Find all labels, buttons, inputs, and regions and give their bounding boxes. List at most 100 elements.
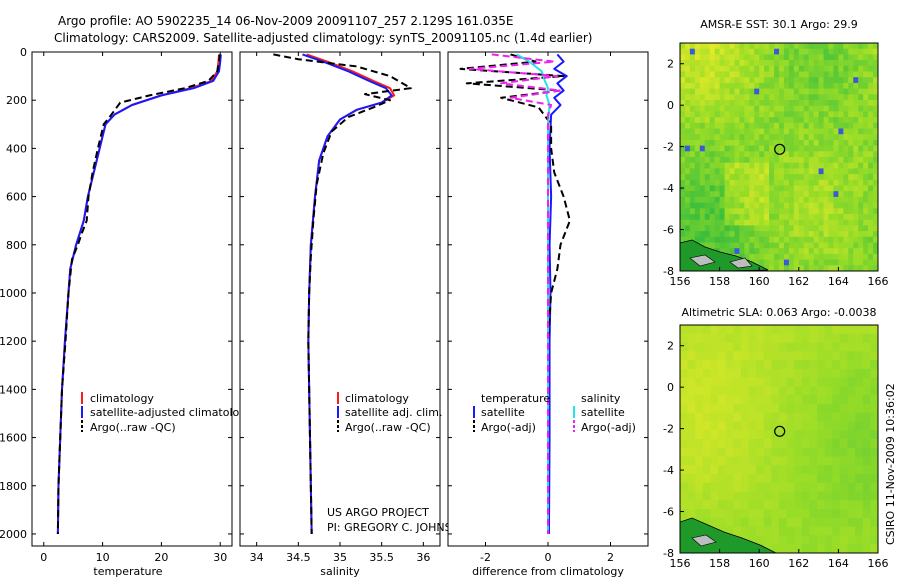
map-cell <box>858 231 864 238</box>
map-cell <box>813 242 820 249</box>
map-cell <box>839 412 849 423</box>
map-cell <box>704 242 711 249</box>
map-cell <box>719 225 726 232</box>
map-cell <box>764 145 770 152</box>
map-cell <box>699 225 706 232</box>
map-cell <box>714 145 721 152</box>
map-cell <box>808 100 815 107</box>
map-cell <box>848 117 854 124</box>
map-cell <box>823 259 830 266</box>
map-cell <box>794 333 803 344</box>
map-cell <box>786 403 795 414</box>
map-cell <box>769 71 775 78</box>
map-cell <box>699 145 706 152</box>
map-cell <box>853 214 859 221</box>
map-cell <box>763 386 772 396</box>
map-cell <box>848 157 854 164</box>
map-cell <box>740 403 750 414</box>
map-cell <box>870 430 878 440</box>
map-cell <box>788 174 795 181</box>
map-cell <box>855 439 864 449</box>
map-cell <box>714 43 721 50</box>
map-cell <box>680 71 686 78</box>
map-cell <box>769 54 775 61</box>
map-cell <box>803 248 810 255</box>
map-cell <box>754 225 760 232</box>
map-cell <box>793 82 800 90</box>
map-cell <box>734 71 740 78</box>
map-cell <box>749 191 755 198</box>
map-cell <box>744 117 750 124</box>
map-cell <box>794 526 803 537</box>
map-cell <box>863 128 869 135</box>
map-cell <box>828 71 835 78</box>
map-cell <box>828 43 835 50</box>
map-cell <box>823 202 830 209</box>
map-cell <box>828 168 835 175</box>
map-cell <box>689 191 696 198</box>
map-cell <box>868 117 874 124</box>
map-cell <box>718 421 727 431</box>
map-cell <box>833 208 839 215</box>
map-cell <box>694 168 701 175</box>
map-cell <box>863 134 869 141</box>
map-cell <box>733 342 742 352</box>
map-cell <box>858 185 864 192</box>
map-cell <box>855 509 864 519</box>
map-cell <box>868 94 874 101</box>
map-cell <box>739 208 745 215</box>
map-cell <box>718 439 727 449</box>
map-cell <box>868 151 874 158</box>
series-line-salinity-satellite <box>516 53 551 534</box>
map-cell <box>839 439 849 449</box>
map-cell <box>718 360 727 370</box>
map-cell <box>843 253 849 261</box>
map-cell <box>769 82 775 90</box>
map-cell <box>684 196 691 204</box>
map-cell <box>828 185 835 192</box>
map-cell <box>813 202 820 209</box>
map-cell <box>793 196 800 204</box>
map-cell <box>774 100 780 107</box>
map-cell <box>719 111 726 118</box>
map-cell <box>687 509 696 519</box>
map-cell <box>833 196 839 204</box>
map-cell <box>786 465 795 475</box>
map-cell <box>733 465 742 475</box>
map-cell <box>786 342 795 352</box>
map-cell <box>748 325 757 335</box>
map-cell <box>817 447 826 458</box>
map-cell <box>873 225 878 232</box>
map-cell <box>783 248 790 255</box>
map-cell <box>817 360 826 370</box>
map-cell <box>817 456 826 466</box>
map-cell <box>779 117 785 124</box>
map-cell <box>833 94 839 101</box>
map-cell <box>793 242 800 249</box>
map-cell <box>684 77 691 84</box>
map-cell <box>803 48 810 55</box>
difference-panel: -2 0 2 difference from climatology tempera… <box>447 51 649 578</box>
map-x-tick-label: 166 <box>868 557 889 570</box>
map-cell <box>714 231 721 238</box>
map-cell <box>779 248 785 255</box>
map-cell <box>808 191 815 198</box>
map-cell <box>788 208 795 215</box>
map-cell <box>853 94 859 101</box>
map-cell <box>813 128 820 135</box>
map-cell <box>833 242 839 249</box>
map-cell <box>824 456 833 466</box>
map-cell <box>863 253 869 261</box>
map-y-tick-label: 2 <box>667 340 674 353</box>
map-cell <box>763 360 772 370</box>
map-cell <box>680 122 686 130</box>
map-cell <box>813 253 820 261</box>
map-cell <box>771 386 780 396</box>
map-cell <box>853 151 859 158</box>
map-cell <box>818 65 825 73</box>
map-cell <box>748 465 757 475</box>
map-cell <box>704 236 711 244</box>
map-cell <box>771 474 780 484</box>
map-cell <box>828 219 835 226</box>
map-cell <box>684 185 691 192</box>
